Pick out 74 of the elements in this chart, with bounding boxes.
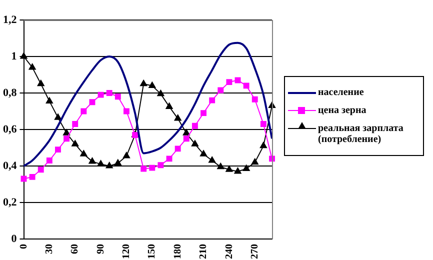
point — [243, 82, 250, 89]
y-tick-label: 0,2 — [3, 196, 18, 208]
x-tick-label: 0 — [18, 244, 30, 249]
point — [166, 156, 172, 162]
point — [28, 63, 36, 70]
x-tick-label: 210 — [198, 244, 210, 259]
point — [106, 162, 113, 168]
point — [54, 114, 62, 120]
x-tick-label: 270 — [249, 244, 260, 259]
point — [46, 158, 52, 164]
point — [37, 80, 44, 86]
point — [191, 140, 198, 146]
point — [46, 97, 53, 104]
point — [124, 108, 130, 114]
point — [80, 108, 87, 114]
point — [98, 92, 104, 98]
legend-label: население — [318, 87, 364, 98]
point — [208, 156, 216, 163]
point — [157, 90, 164, 96]
point — [174, 114, 182, 121]
point — [226, 166, 233, 172]
x-tick-label: 150 — [146, 244, 158, 259]
y-tick-label: 0 — [11, 232, 18, 245]
point — [114, 94, 121, 100]
point — [158, 162, 164, 168]
y-tick-label: 0,4 — [3, 160, 18, 172]
point — [55, 146, 61, 153]
x-tick-label: 30 — [44, 244, 56, 254]
point — [217, 162, 224, 170]
point — [226, 79, 232, 86]
point — [166, 102, 173, 109]
point — [63, 129, 70, 136]
point — [242, 164, 250, 171]
point — [122, 152, 130, 158]
point — [260, 121, 266, 127]
point — [148, 82, 156, 88]
point — [174, 146, 181, 152]
point — [252, 96, 258, 102]
x-tick-label: 180 — [172, 244, 184, 259]
x-tick-label: 120 — [121, 244, 132, 259]
y-tick-label: 0,8 — [3, 86, 18, 99]
point — [251, 158, 258, 165]
legend-label: цена зерна — [318, 105, 366, 116]
legend-label: реальная зарплата (потребление) — [318, 123, 404, 145]
y-tick-label: 0,6 — [3, 123, 18, 136]
point — [260, 142, 267, 148]
point — [72, 140, 79, 146]
point — [114, 159, 122, 166]
point — [182, 129, 190, 136]
point — [89, 99, 96, 106]
point — [29, 174, 36, 180]
point — [149, 164, 156, 171]
point — [183, 136, 190, 142]
point — [209, 97, 216, 104]
point — [234, 167, 242, 174]
y-tick-label: 1,2 — [3, 14, 18, 26]
y-tick-label: 1 — [11, 50, 17, 62]
point — [140, 80, 148, 86]
point — [38, 166, 44, 173]
point — [20, 176, 27, 182]
point — [200, 150, 208, 156]
point — [106, 90, 112, 96]
point — [64, 136, 70, 142]
point — [97, 160, 104, 166]
x-tick-label: 60 — [70, 244, 81, 254]
x-tick-label: 90 — [95, 244, 106, 254]
point — [218, 87, 224, 94]
point — [88, 157, 96, 164]
point — [192, 122, 198, 129]
point — [140, 166, 147, 172]
point — [200, 110, 206, 116]
point — [72, 121, 78, 127]
x-tick-label: 240 — [224, 244, 235, 259]
point — [80, 150, 88, 156]
